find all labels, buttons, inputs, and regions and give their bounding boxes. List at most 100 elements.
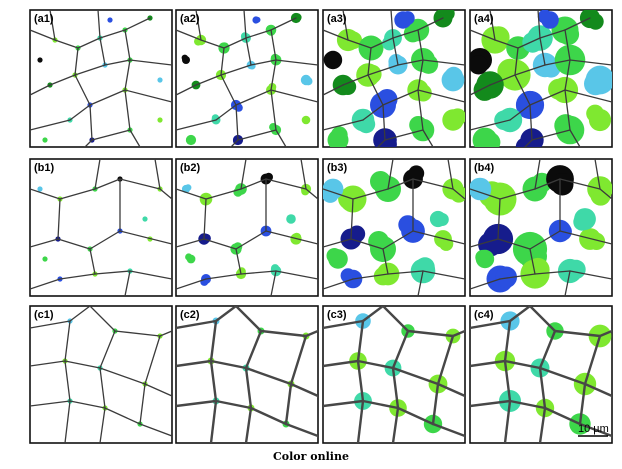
grain-boundary bbox=[509, 104, 531, 121]
panel-label: (c4) bbox=[474, 309, 494, 321]
panel-frame bbox=[29, 9, 173, 148]
grain-boundary bbox=[139, 383, 146, 425]
scale-bar-label: 10 µm bbox=[578, 423, 609, 435]
grain-boundary bbox=[323, 278, 354, 290]
grain-boundary bbox=[323, 188, 354, 200]
grain-boundary bbox=[30, 320, 71, 329]
grain-boundary bbox=[30, 119, 71, 131]
grain-boundary bbox=[99, 37, 106, 66]
grain-boundary bbox=[64, 320, 71, 362]
grain-boundary bbox=[244, 329, 263, 370]
grain-boundary bbox=[176, 119, 217, 131]
grain-blob bbox=[344, 31, 363, 50]
grain-boundary bbox=[391, 329, 410, 370]
grain-blob bbox=[157, 117, 163, 123]
grain-boundary bbox=[176, 399, 218, 408]
grain-boundary bbox=[54, 39, 79, 49]
grain-boundary bbox=[431, 422, 465, 438]
grain-boundary bbox=[59, 188, 96, 200]
grain-boundary bbox=[543, 406, 582, 426]
grain-boundary bbox=[124, 89, 131, 131]
grain-boundary bbox=[30, 188, 61, 200]
panel-frame bbox=[175, 9, 319, 148]
grain-boundary bbox=[195, 74, 222, 86]
grain-boundary bbox=[564, 270, 571, 296]
grain-boundary bbox=[470, 238, 499, 248]
grain-boundary bbox=[129, 59, 172, 66]
grain-boundary bbox=[243, 10, 247, 39]
grain-boundary bbox=[30, 360, 66, 367]
grain-boundary bbox=[49, 74, 76, 86]
grain-boundary bbox=[154, 159, 161, 190]
grain-boundary bbox=[223, 37, 247, 49]
grain-boundary bbox=[598, 329, 612, 338]
grain-boundary bbox=[209, 359, 248, 370]
grain-boundary bbox=[94, 159, 101, 190]
grain-blob bbox=[42, 137, 48, 143]
grain-boundary bbox=[289, 334, 308, 386]
grain-boundary bbox=[564, 17, 591, 31]
grain-blob bbox=[566, 259, 586, 280]
grain-blob bbox=[107, 17, 113, 23]
grain-blob bbox=[270, 264, 280, 273]
grain-boundary bbox=[569, 270, 612, 280]
grain-boundary bbox=[470, 319, 512, 330]
grain-boundary bbox=[57, 238, 91, 250]
panel-label: (b3) bbox=[327, 162, 348, 174]
grain-boundary bbox=[514, 64, 546, 76]
grain-boundary bbox=[564, 59, 571, 91]
grain-boundary bbox=[470, 119, 511, 131]
grain-boundary bbox=[104, 59, 131, 66]
grain-boundary bbox=[451, 329, 465, 338]
grain-boundary bbox=[470, 188, 501, 200]
grain-blob bbox=[185, 136, 195, 145]
panel-c1: (c1) bbox=[29, 305, 173, 444]
grain-boundary bbox=[422, 129, 434, 147]
panel-label: (a2) bbox=[180, 13, 200, 25]
grain-boundary bbox=[64, 400, 71, 443]
grain-boundary bbox=[159, 188, 172, 200]
grain-boundary bbox=[215, 104, 237, 121]
grain-boundary bbox=[508, 399, 547, 410]
grain-blob bbox=[184, 184, 192, 191]
grain-boundary bbox=[323, 359, 360, 368]
grain-blob bbox=[587, 232, 606, 250]
grain-boundary bbox=[30, 238, 59, 248]
grain-blob bbox=[473, 78, 496, 101]
grain-boundary bbox=[119, 178, 161, 190]
grain-boundary bbox=[99, 330, 116, 369]
grain-boundary bbox=[209, 399, 218, 443]
grain-boundary bbox=[94, 270, 131, 275]
grain-boundary bbox=[508, 306, 532, 323]
grain-boundary bbox=[350, 238, 384, 250]
panel-label: (b4) bbox=[474, 162, 495, 174]
grain-blob bbox=[142, 216, 148, 222]
grain-boundary bbox=[235, 248, 242, 275]
grain-blob bbox=[475, 249, 490, 265]
grain-blob bbox=[415, 257, 435, 277]
grain-boundary bbox=[245, 37, 252, 66]
grain-boundary bbox=[237, 129, 277, 141]
grain-boundary bbox=[569, 129, 581, 147]
grain-boundary bbox=[139, 423, 172, 437]
grain-boundary bbox=[452, 188, 465, 200]
grain-boundary bbox=[205, 273, 242, 280]
grain-boundary bbox=[578, 422, 612, 438]
grain-boundary bbox=[323, 29, 349, 41]
grain-boundary bbox=[564, 89, 571, 131]
grain-blob bbox=[361, 36, 382, 57]
grain-boundary bbox=[503, 399, 512, 443]
microstructure bbox=[30, 159, 172, 296]
grain-boundary bbox=[539, 29, 566, 39]
grain-boundary bbox=[323, 119, 364, 131]
grain-blob bbox=[537, 10, 552, 24]
grain-boundary bbox=[176, 188, 207, 200]
grain-boundary bbox=[304, 329, 318, 338]
grain-boundary bbox=[235, 230, 267, 250]
grain-boundary bbox=[524, 139, 533, 147]
grain-blob bbox=[449, 108, 465, 126]
grain-boundary bbox=[91, 129, 131, 141]
grain-boundary bbox=[69, 400, 106, 409]
grain-boundary bbox=[367, 64, 399, 76]
